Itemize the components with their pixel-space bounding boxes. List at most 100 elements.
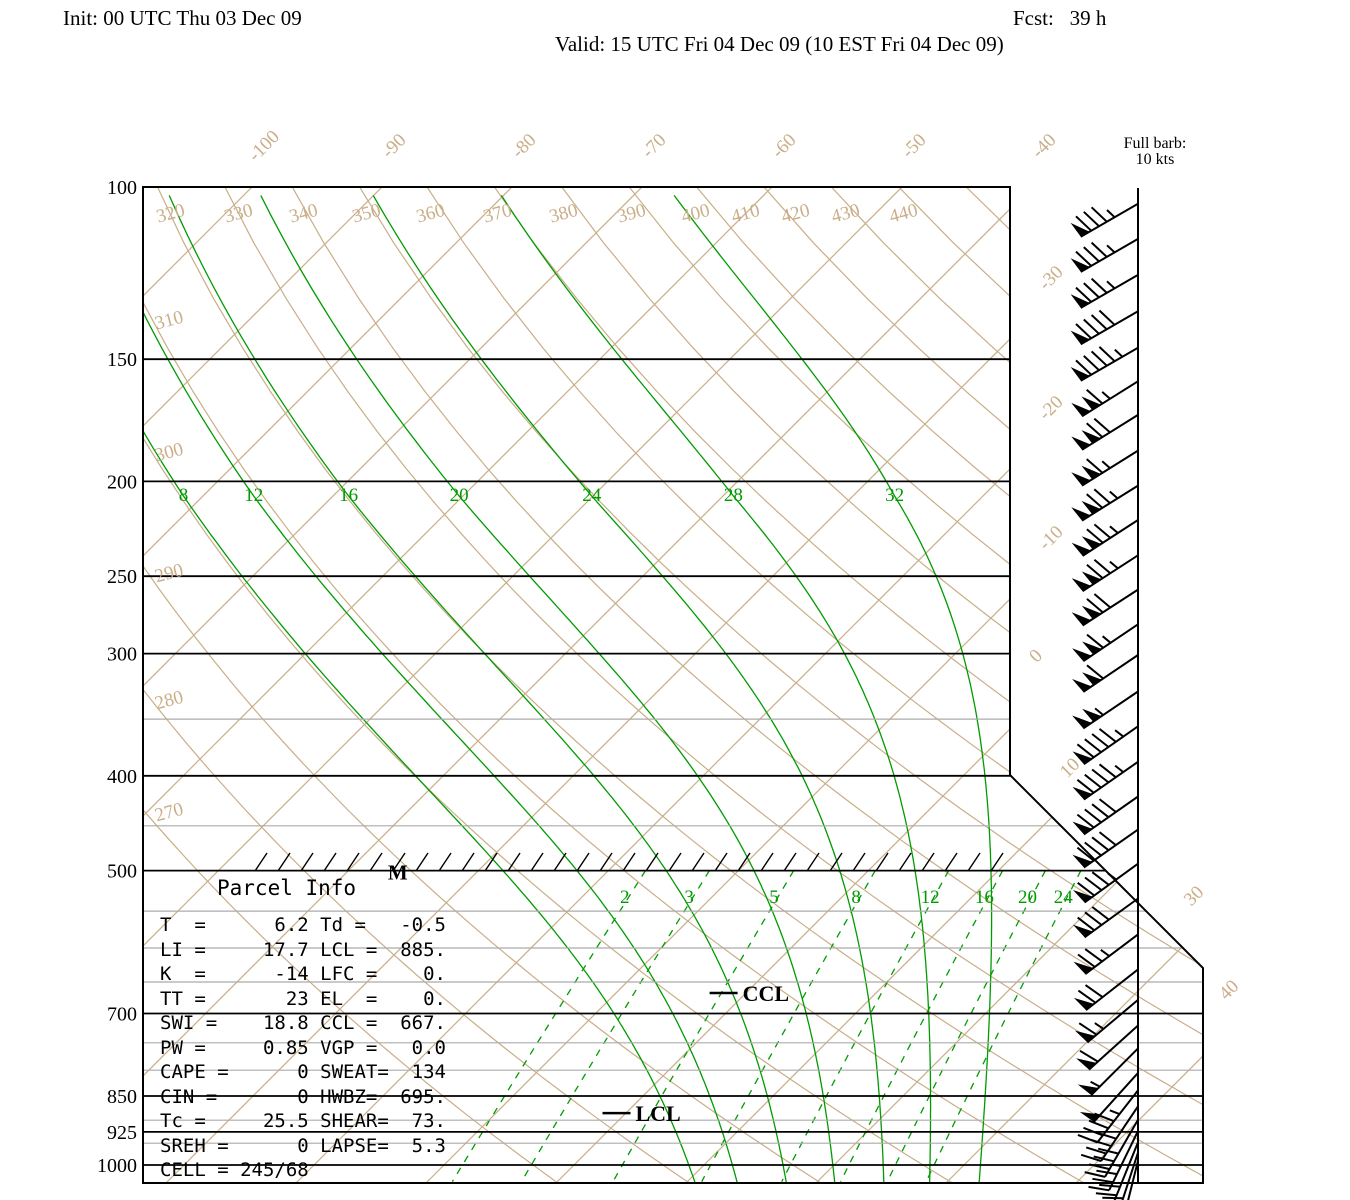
moist-adiabat-label: 24 (582, 485, 602, 506)
wind-barb (1072, 623, 1139, 663)
pressure-axis-label: 850 (107, 1086, 137, 1108)
hash-tick (898, 852, 912, 872)
isotherm-line (1075, 187, 1203, 1183)
dry-adiabat-line (143, 187, 1095, 1183)
wind-barb (1070, 238, 1139, 273)
barb-legend-line2: 10 kts (1135, 151, 1175, 168)
barb-stem (1075, 238, 1139, 273)
wind-barb (1072, 795, 1139, 836)
barb-pennant (1072, 679, 1092, 692)
barb-stem (1079, 1024, 1139, 1071)
barb-stem (1076, 725, 1139, 766)
barb-stem (1082, 623, 1139, 663)
hash-tick (714, 852, 728, 872)
barb-pennant (1070, 367, 1090, 381)
theta-top-label: 360 (414, 200, 447, 228)
hash-tick (921, 852, 935, 872)
isotherm-right-label: 30 (1180, 882, 1208, 910)
level-markers: M CCL LCL (388, 861, 789, 1127)
moist-adiabat-label: 28 (724, 485, 743, 506)
hash-tick (277, 852, 291, 872)
barb-pennant (1072, 715, 1092, 729)
wind-barb (1072, 654, 1139, 693)
wind-barb (1071, 588, 1139, 627)
pressure-axis-label: 150 (107, 349, 137, 371)
mixing-ratio-line (520, 870, 710, 1183)
pressure-axis-label: 400 (107, 766, 137, 788)
wind-barb (1071, 519, 1139, 557)
wind-barb (1071, 449, 1139, 487)
hash-tick (254, 852, 268, 872)
hash-tick (507, 852, 521, 872)
wind-barb (1072, 760, 1139, 801)
parcel-info-table: T = 6.2 Td = -0.5 LI = 17.7 LCL = 885. K… (160, 914, 446, 1181)
wind-barb (1070, 202, 1139, 238)
lcl-label: LCL (636, 1101, 681, 1126)
barb-stem (1093, 1072, 1139, 1123)
wind-barb (1077, 1047, 1139, 1096)
barb-stem (1075, 346, 1139, 382)
ccl-label: CCL (743, 981, 789, 1006)
mixing-ratio-label: 5 (769, 887, 779, 908)
theta-top-label: 390 (615, 200, 648, 228)
theta-left-label: 280 (153, 687, 186, 715)
forecast-hour-label: Fcst: 39 h (1013, 6, 1107, 30)
theta-top-label: 340 (287, 200, 320, 228)
pressure-axis-label: 1000 (97, 1155, 137, 1177)
barb-pennant (1072, 648, 1092, 662)
mixing-ratio-line (886, 870, 1046, 1182)
hash-tick (875, 852, 889, 872)
theta-top-label: 410 (729, 200, 762, 228)
barb-stem (1076, 795, 1139, 836)
isotherm-line (143, 187, 1033, 1183)
isotherm-line (945, 187, 1203, 1183)
barb-stem (1075, 309, 1139, 346)
hash-tick (392, 852, 406, 872)
barb-stem (1095, 1141, 1139, 1200)
wind-barb (1080, 1105, 1139, 1163)
barb-stem (1077, 933, 1139, 975)
hash-tick (668, 852, 682, 872)
m-label: M (388, 861, 408, 885)
isotherm-top-label: -60 (768, 130, 801, 163)
barb-pennant (1071, 472, 1091, 486)
mixing-ratio-label: 3 (684, 887, 694, 908)
barb-stem (1090, 1047, 1139, 1096)
barb-stem (1077, 1089, 1139, 1144)
barb-stem (1081, 380, 1139, 418)
theta-top-label: 420 (779, 200, 812, 228)
hash-tick (530, 852, 544, 872)
hash-tick (967, 852, 981, 872)
barb-pennant (1071, 612, 1091, 626)
hash-ticks-500hpa (254, 852, 1004, 872)
theta-top-label: 400 (679, 200, 712, 228)
hash-tick (691, 852, 705, 872)
wind-barb (1075, 999, 1139, 1044)
dry-adiabat-line (956, 187, 1203, 1183)
barb-stem (1078, 999, 1139, 1044)
hash-tick (553, 852, 567, 872)
moist-adiabat-line (372, 195, 885, 1183)
isotherm-line (425, 187, 1203, 1183)
barb-pennant (1071, 542, 1091, 556)
hash-tick (438, 852, 452, 872)
dry-adiabat-line (286, 187, 1203, 1183)
moist-adiabat-label: 12 (244, 485, 263, 506)
barb-pennant (1071, 436, 1091, 450)
theta-top-label: 330 (222, 200, 255, 228)
isotherm-line (815, 187, 1203, 1183)
dry-adiabat-line (420, 187, 1203, 1183)
hash-tick (346, 852, 360, 872)
isotherm-right-label: -20 (1035, 392, 1068, 425)
barb-pennant (1070, 222, 1090, 237)
barb-pennant (1070, 294, 1090, 308)
mixing-ratio-line (781, 870, 950, 1182)
theta-left-label: 290 (153, 560, 186, 588)
isotherm-line (0, 187, 122, 1183)
mixing-ratio-label: 16 (975, 887, 994, 908)
isotherm-right-label: 0 (1025, 645, 1047, 667)
theta-top-label: 430 (829, 200, 862, 228)
barb-stem (1082, 519, 1139, 557)
dry-adiabat-line (152, 187, 1203, 1183)
mixing-ratio-label: 2 (620, 887, 630, 908)
